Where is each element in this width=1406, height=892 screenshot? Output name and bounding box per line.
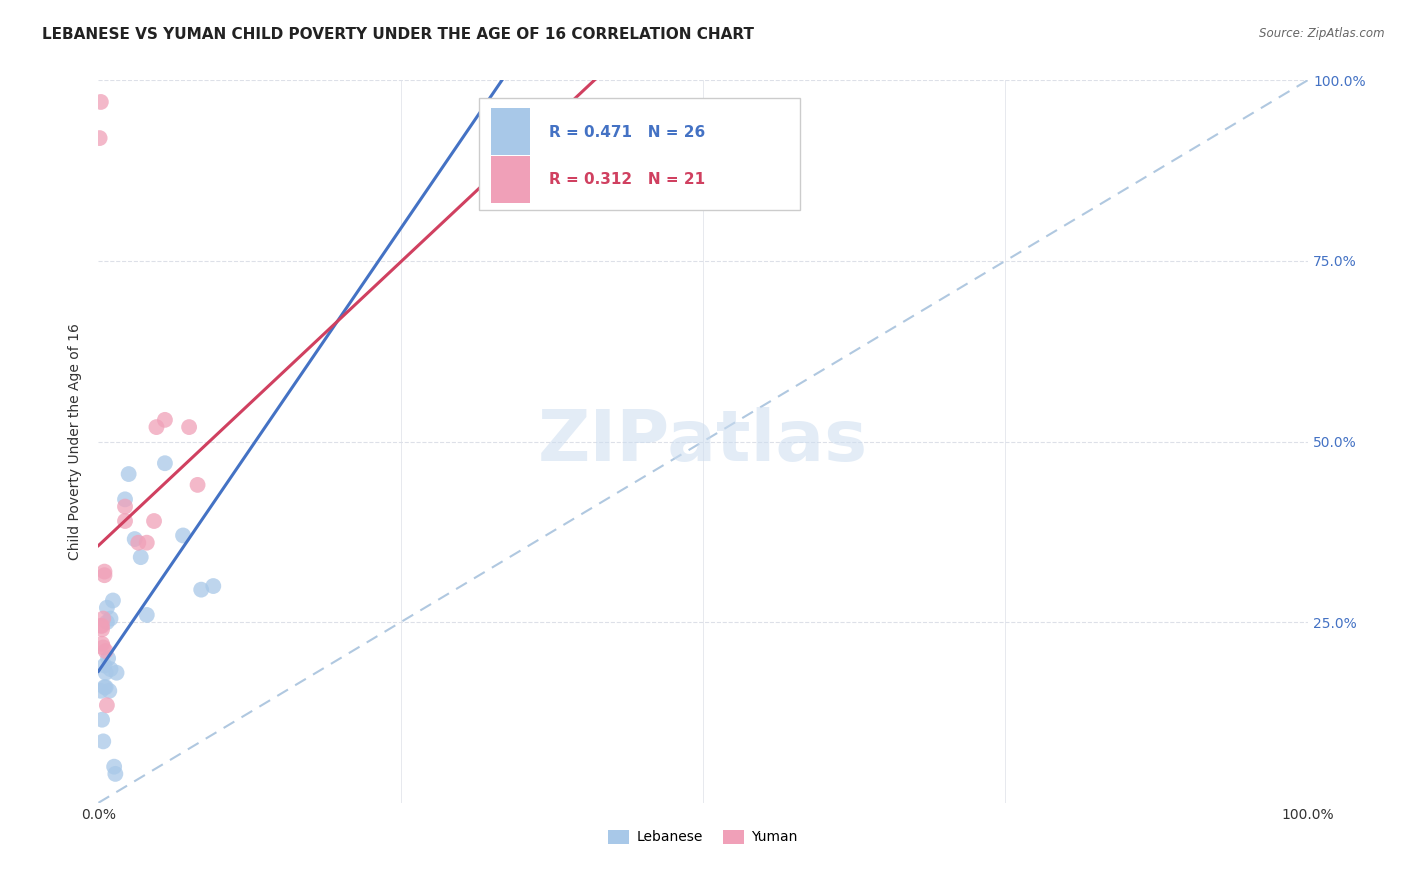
Point — [114, 500, 136, 514]
Point — [90, 619, 112, 633]
Point — [105, 665, 128, 680]
Point — [91, 611, 114, 625]
Point — [104, 767, 127, 781]
Point — [93, 680, 115, 694]
Point — [114, 492, 136, 507]
Point — [90, 683, 112, 698]
Point — [97, 651, 120, 665]
Point — [91, 619, 114, 633]
Point — [172, 528, 194, 542]
Point — [90, 95, 112, 109]
Point — [153, 413, 176, 427]
Point — [94, 644, 117, 658]
Point — [89, 131, 111, 145]
Point — [93, 658, 115, 673]
Point — [118, 467, 141, 481]
Point — [91, 623, 114, 637]
Point — [202, 579, 225, 593]
Text: R = 0.312   N = 21: R = 0.312 N = 21 — [550, 172, 706, 187]
Point — [114, 514, 136, 528]
Point — [127, 535, 149, 549]
Point — [91, 637, 114, 651]
Point — [96, 698, 118, 713]
Point — [101, 593, 124, 607]
Point — [91, 734, 114, 748]
Point — [124, 532, 146, 546]
Point — [96, 615, 118, 630]
Text: Source: ZipAtlas.com: Source: ZipAtlas.com — [1260, 27, 1385, 40]
Point — [143, 514, 166, 528]
Point — [96, 600, 118, 615]
Text: LEBANESE VS YUMAN CHILD POVERTY UNDER THE AGE OF 16 CORRELATION CHART: LEBANESE VS YUMAN CHILD POVERTY UNDER TH… — [42, 27, 754, 42]
Point — [103, 760, 125, 774]
Point — [187, 478, 209, 492]
Point — [94, 665, 117, 680]
Point — [190, 582, 212, 597]
FancyBboxPatch shape — [492, 156, 530, 203]
Point — [91, 713, 114, 727]
Point — [145, 420, 167, 434]
Point — [98, 683, 121, 698]
Point — [93, 568, 115, 582]
Point — [94, 680, 117, 694]
Point — [91, 640, 114, 655]
Point — [100, 611, 122, 625]
Y-axis label: Child Poverty Under the Age of 16: Child Poverty Under the Age of 16 — [67, 323, 82, 560]
Point — [153, 456, 176, 470]
FancyBboxPatch shape — [479, 98, 800, 211]
Point — [135, 535, 157, 549]
Point — [135, 607, 157, 622]
Text: R = 0.471   N = 26: R = 0.471 N = 26 — [550, 125, 706, 140]
FancyBboxPatch shape — [492, 109, 530, 155]
Legend: Lebanese, Yuman: Lebanese, Yuman — [603, 824, 803, 850]
Point — [129, 550, 152, 565]
Text: ZIPatlas: ZIPatlas — [538, 407, 868, 476]
Point — [179, 420, 201, 434]
Point — [100, 662, 122, 676]
Point — [93, 565, 115, 579]
